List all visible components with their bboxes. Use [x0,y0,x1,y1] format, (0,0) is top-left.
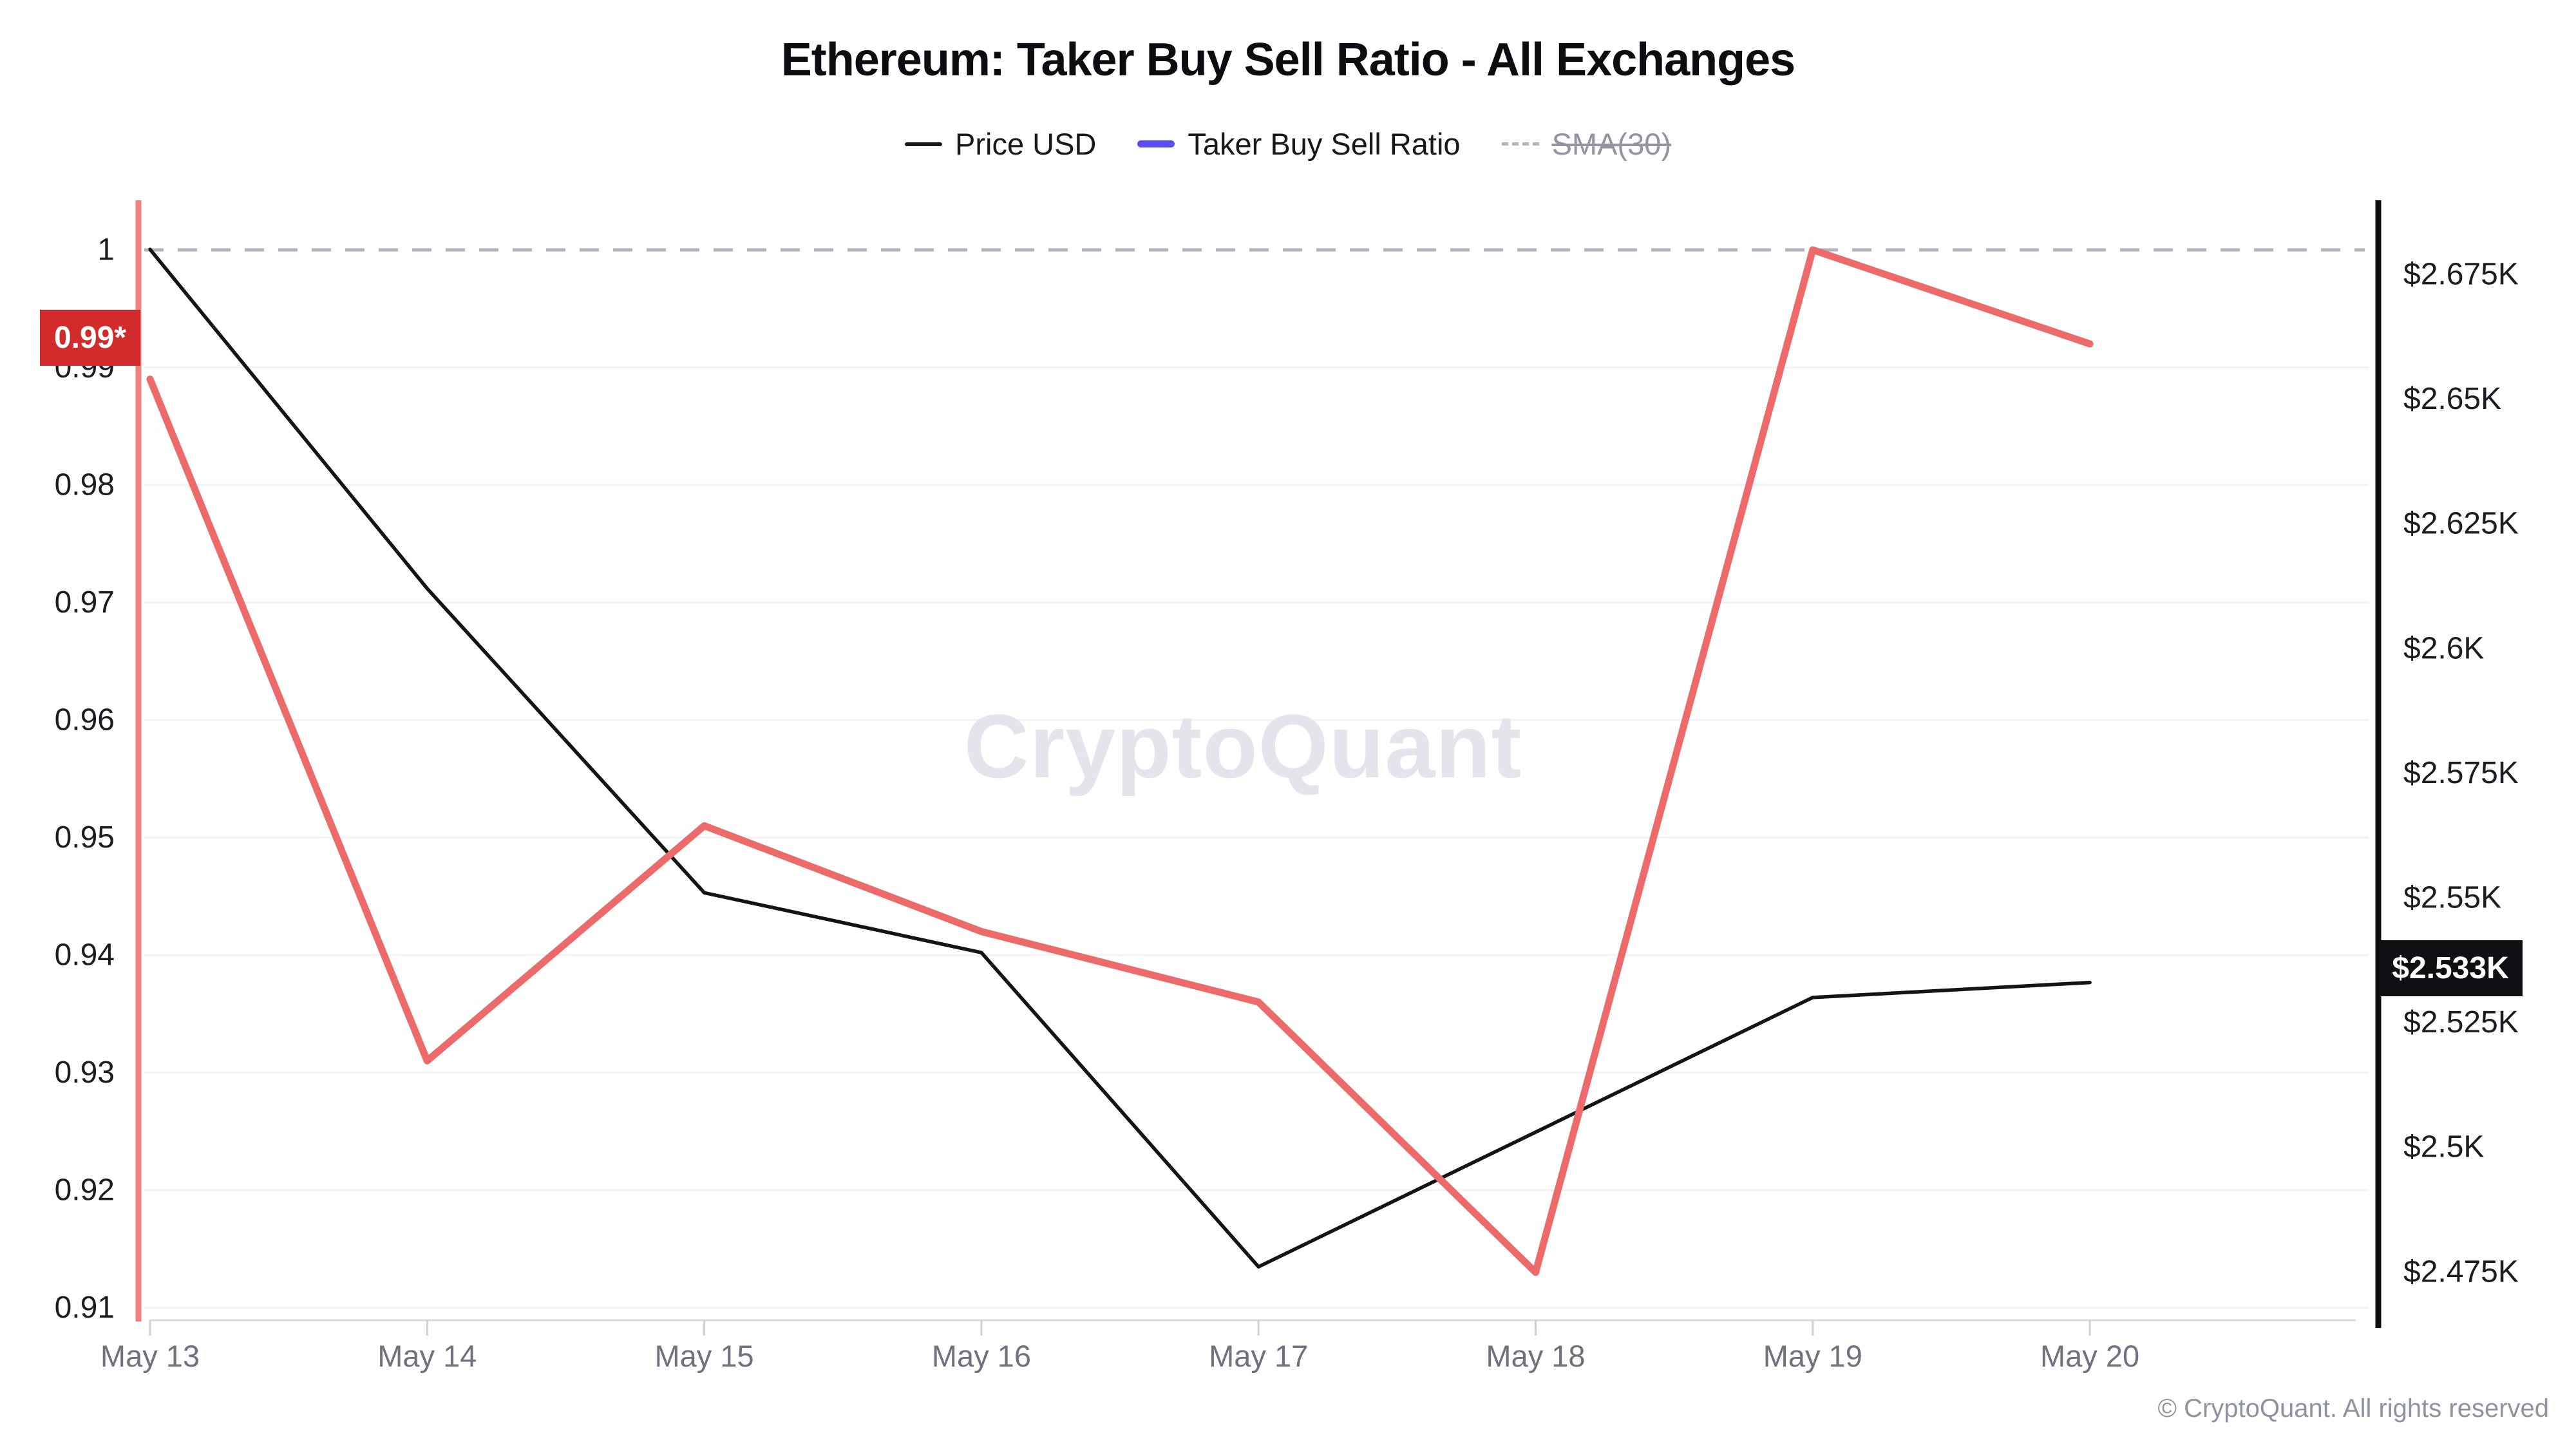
right-axis-tick-label: $2.575K [2403,756,2519,790]
legend-label-sma30: SMA(30) [1551,127,1671,161]
right-axis-tick-label: $2.6K [2403,631,2484,665]
right-axis-tick-label: $2.5K [2403,1130,2484,1164]
current-ratio-badge: 0.99* [40,310,140,366]
x-axis-date-label: May 13 [100,1339,200,1373]
taker-ratio-line-swatch-icon [1137,140,1175,147]
right-axis-tick-label: $2.55K [2403,881,2501,915]
right-axis-tick-label: $2.625K [2403,507,2519,541]
price-usd-line [148,247,2092,1269]
copyright: © CryptoQuant. All rights reserved [2157,1394,2550,1423]
legend-item-price-usd[interactable]: Price USD [905,126,1096,162]
left-axis-tick-label: 0.96 [55,703,115,737]
left-axis-tick-label: 0.97 [55,585,115,620]
right-axis-tick-label: $2.675K [2403,258,2519,292]
sma30-dashed-swatch-icon [1501,142,1539,146]
right-axis-tick-label: $2.475K [2403,1255,2519,1289]
right-axis-tick-label: $2.525K [2403,1005,2519,1039]
legend-item-taker-buy-sell-ratio[interactable]: Taker Buy Sell Ratio [1137,126,1461,162]
chart-title: Ethereum: Taker Buy Sell Ratio - All Exc… [781,34,1795,86]
x-axis-date-label: May 18 [1486,1339,1585,1373]
legend-label-taker-buy-sell-ratio: Taker Buy Sell Ratio [1188,127,1461,161]
left-axis-tick-label: 0.91 [55,1291,115,1325]
cryptoquant-watermark: CryptoQuant [963,696,1522,797]
current-price-badge: $2.533K [2378,940,2523,996]
legend-item-sma30[interactable]: SMA(30) [1501,126,1671,162]
x-axis-date-label: May 14 [377,1339,477,1373]
price-usd-line-swatch-icon [905,142,942,146]
legend: Price USD Taker Buy Sell Ratio SMA(30) [0,126,2576,162]
left-axis-tick-label: 0.94 [55,938,115,972]
taker-buy-sell-ratio-line [146,246,2094,1276]
left-axis-tick-label: 0.92 [55,1173,115,1208]
left-axis-tick-label: 0.98 [55,468,115,502]
left-axis-tick-label: 0.93 [55,1056,115,1090]
x-axis-date-label: May 16 [932,1339,1031,1373]
x-axis-date-label: May 20 [2040,1339,2139,1373]
x-axis-date-label: May 17 [1209,1339,1308,1373]
legend-label-price-usd: Price USD [955,127,1097,161]
x-axis-date-label: May 19 [1763,1339,1862,1373]
x-axis-date-label: May 15 [655,1339,754,1373]
left-axis-tick-label: 1 [97,233,115,267]
right-axis-tick-label: $2.65K [2403,382,2501,416]
left-axis-tick-label: 0.95 [55,820,115,855]
